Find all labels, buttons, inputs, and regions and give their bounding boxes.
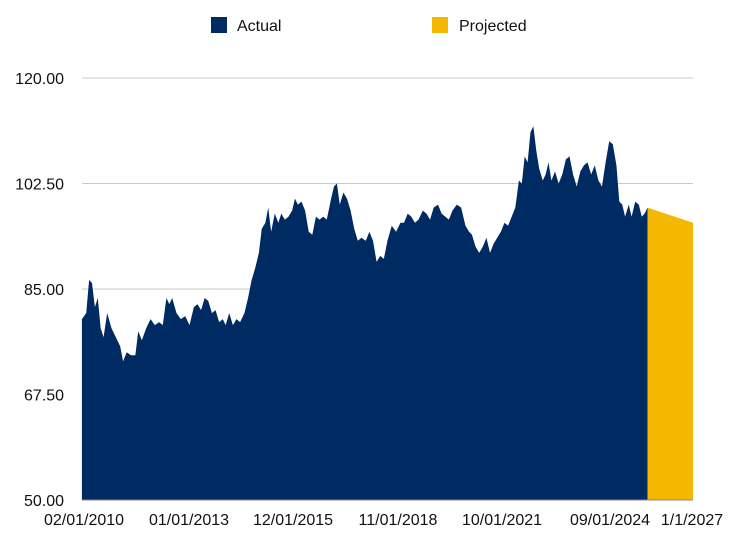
x-tick-label: 12/01/2015 <box>253 512 333 529</box>
y-tick-label: 102.50 <box>15 177 64 194</box>
x-tick-label: 1/1/2027 <box>661 512 723 529</box>
legend-label-actual: Actual <box>237 18 281 35</box>
y-tick-label: 85.00 <box>24 282 64 299</box>
legend: Actual Projected <box>211 17 527 35</box>
y-tick-label: 120.00 <box>15 71 64 88</box>
x-tick-label: 02/01/2010 <box>44 512 124 529</box>
legend-swatch-projected <box>432 17 448 33</box>
y-tick-label: 50.00 <box>24 493 64 510</box>
x-tick-labels: 02/01/2010 01/01/2013 12/01/2015 11/01/2018… <box>44 512 723 529</box>
x-tick-label: 01/01/2013 <box>149 512 229 529</box>
legend-label-projected: Projected <box>459 18 527 35</box>
x-tick-label: 11/01/2018 <box>359 512 438 529</box>
y-tick-labels: 50.00 67.50 85.00 102.50 120.00 <box>15 71 64 510</box>
legend-swatch-actual <box>211 17 227 33</box>
y-tick-label: 67.50 <box>24 388 64 405</box>
area-projected <box>647 207 693 501</box>
x-tick-label: 09/01/2024 <box>570 512 650 529</box>
area-actual <box>81 126 648 500</box>
plot-areas <box>81 126 693 501</box>
x-tick-label: 10/01/2021 <box>462 512 542 529</box>
